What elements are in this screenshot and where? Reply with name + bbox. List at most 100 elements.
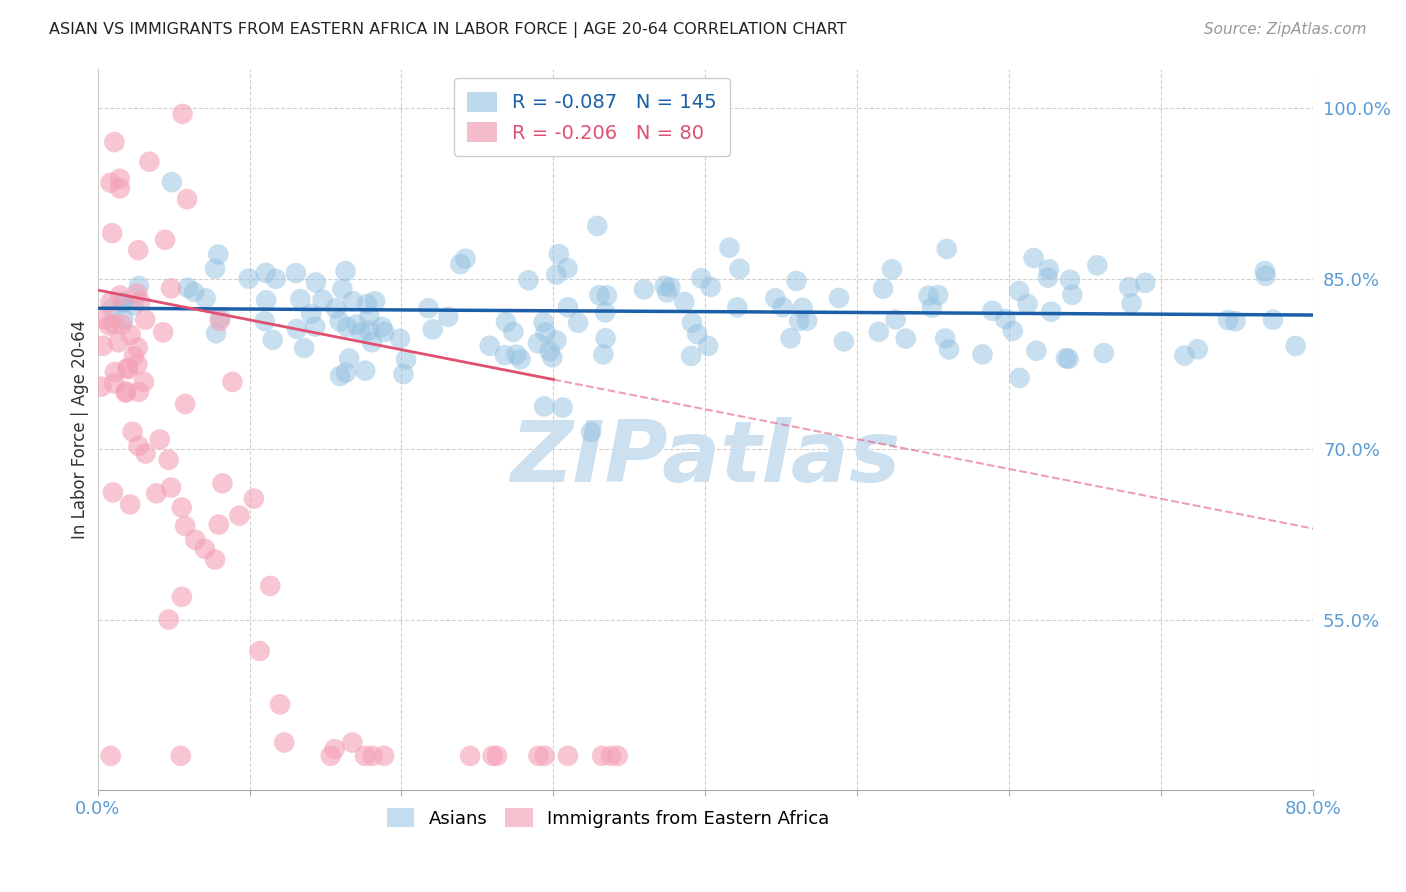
Immigrants from Eastern Africa [125,286,148,301]
Immigrants from Eastern Africa [117,362,139,376]
Asians [1008,371,1031,385]
Asians [681,349,703,363]
Asians [880,262,903,277]
Asians [285,322,308,336]
Immigrants from Eastern Africa [259,579,281,593]
Asians [872,282,894,296]
Asians [884,312,907,326]
Asians [796,314,818,328]
Asians [1173,349,1195,363]
Immigrants from Eastern Africa [174,397,197,411]
Immigrants from Eastern Africa [104,365,127,379]
Immigrants from Eastern Africa [269,698,291,712]
Asians [921,301,943,315]
Asians [586,219,609,233]
Immigrants from Eastern Africa [145,486,167,500]
Asians [786,274,808,288]
Asians [359,309,381,323]
Immigrants from Eastern Africa [157,453,180,467]
Asians [633,282,655,296]
Legend: Asians, Immigrants from Eastern Africa: Asians, Immigrants from Eastern Africa [380,801,837,835]
Immigrants from Eastern Africa [103,135,125,149]
Asians [329,314,352,328]
Asians [254,293,277,308]
Asians [502,325,524,339]
Asians [673,295,696,310]
Asians [495,315,517,329]
Immigrants from Eastern Africa [121,425,143,439]
Immigrants from Eastern Africa [108,171,131,186]
Immigrants from Eastern Africa [94,312,117,326]
Immigrants from Eastern Africa [342,735,364,749]
Asians [1092,346,1115,360]
Asians [342,294,364,309]
Text: Source: ZipAtlas.com: Source: ZipAtlas.com [1204,22,1367,37]
Asians [686,327,709,342]
Text: ASIAN VS IMMIGRANTS FROM EASTERN AFRICA IN LABOR FORCE | AGE 20-64 CORRELATION C: ASIAN VS IMMIGRANTS FROM EASTERN AFRICA … [49,22,846,38]
Asians [494,348,516,362]
Asians [354,363,377,377]
Immigrants from Eastern Africa [107,335,129,350]
Asians [557,261,579,276]
Asians [364,294,387,309]
Immigrants from Eastern Africa [120,498,142,512]
Asians [373,325,395,339]
Immigrants from Eastern Africa [114,385,136,400]
Immigrants from Eastern Africa [111,318,134,332]
Immigrants from Eastern Africa [108,181,131,195]
Asians [1022,251,1045,265]
Immigrants from Eastern Africa [115,384,138,399]
Asians [335,264,357,278]
Asians [1187,342,1209,356]
Immigrants from Eastern Africa [600,748,623,763]
Asians [388,332,411,346]
Asians [204,261,226,276]
Asians [595,305,617,319]
Asians [533,315,555,329]
Asians [1118,280,1140,294]
Immigrants from Eastern Africa [103,317,125,331]
Asians [533,400,555,414]
Asians [312,293,335,307]
Immigrants from Eastern Africa [157,613,180,627]
Asians [1025,343,1047,358]
Asians [1218,313,1240,327]
Asians [422,322,444,336]
Immigrants from Eastern Africa [319,748,342,763]
Immigrants from Eastern Africa [486,748,509,763]
Immigrants from Eastern Africa [221,375,243,389]
Immigrants from Eastern Africa [249,644,271,658]
Asians [718,241,741,255]
Asians [1261,312,1284,326]
Asians [1040,305,1063,319]
Asians [659,280,682,294]
Immigrants from Eastern Africa [138,154,160,169]
Y-axis label: In Labor Force | Age 20-64: In Labor Force | Age 20-64 [72,319,89,539]
Asians [418,301,440,316]
Immigrants from Eastern Africa [152,326,174,340]
Asians [361,335,384,350]
Asians [1085,258,1108,272]
Immigrants from Eastern Africa [127,341,149,355]
Immigrants from Eastern Africa [606,748,628,763]
Immigrants from Eastern Africa [361,748,384,763]
Asians [1038,262,1060,277]
Immigrants from Eastern Africa [160,281,183,295]
Immigrants from Eastern Africa [481,748,503,763]
Asians [868,325,890,339]
Immigrants from Eastern Africa [458,748,481,763]
Asians [546,334,568,348]
Immigrants from Eastern Africa [101,226,124,240]
Asians [1285,339,1308,353]
Asians [981,303,1004,318]
Asians [209,310,232,325]
Immigrants from Eastern Africa [153,233,176,247]
Asians [725,301,748,315]
Asians [371,320,394,334]
Immigrants from Eastern Africa [127,244,149,258]
Immigrants from Eastern Africa [170,748,193,763]
Asians [1225,314,1247,328]
Asians [101,301,124,315]
Asians [357,324,380,338]
Asians [1054,351,1077,366]
